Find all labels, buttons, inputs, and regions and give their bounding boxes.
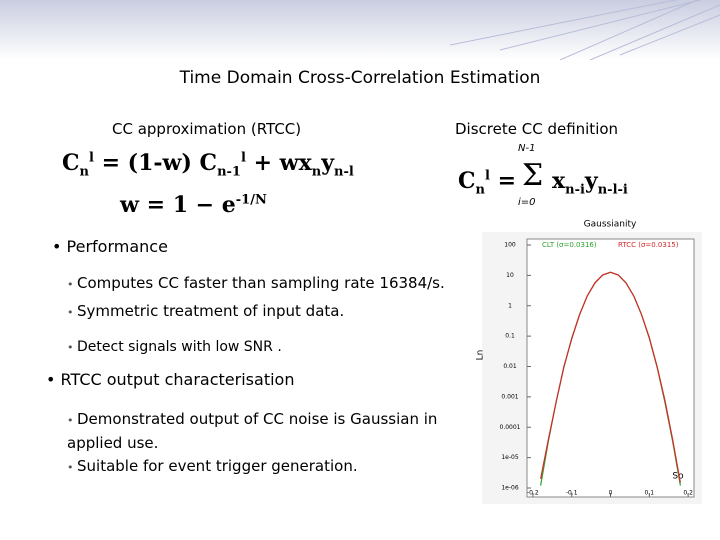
bullet-item: Computes CC faster than sampling rate 16…	[67, 270, 445, 298]
x-tick-label: 0.2	[683, 490, 693, 497]
y-tick-label: 0.0001	[500, 424, 521, 431]
formula: Cnl = (1-w) Cn-1l + wxnyn-l	[62, 150, 354, 179]
y-tick-label: 1	[508, 302, 512, 309]
sub-list: Computes CC faster than sampling rate 16…	[55, 270, 445, 361]
formula-part: n-1	[217, 164, 241, 180]
plot-frame	[526, 238, 695, 498]
bullet-item: Detect signals with low SNR .	[67, 334, 445, 361]
y-tick-label: 0.01	[503, 363, 517, 370]
sub-list: Demonstrated output of CC noise is Gauss…	[55, 408, 470, 479]
legend-entry: CLT (σ=0.0316)	[542, 241, 597, 249]
x-tick-label: 0	[609, 490, 613, 497]
formula-part: =	[497, 168, 517, 194]
y-tick-label: 0.001	[501, 393, 518, 400]
formula-part: n	[311, 164, 322, 180]
formula-part: n-i	[565, 182, 585, 198]
legend-entry: RTCC (σ=0.0315)	[618, 241, 679, 249]
plot: Gaussianity Ln So 1001010.10.010.0010.00…	[476, 220, 702, 504]
formula-part: -1/N	[235, 192, 267, 208]
bullet-text: RTCC output characterisation	[46, 370, 295, 389]
formula-part: = (1-w) C	[101, 150, 218, 176]
formula-part: C	[62, 150, 80, 176]
y-tick-label: 1e-05	[501, 454, 518, 461]
formula-part: n	[79, 164, 89, 180]
formula: xn-iyn-l-i	[552, 168, 628, 197]
formula-part: n-l	[334, 164, 354, 180]
formula-part: n	[475, 182, 485, 198]
formula: w = 1 − e-1/N	[120, 192, 267, 218]
bullet-item: Suitable for event trigger generation.	[67, 455, 470, 479]
formula-part: + wx	[253, 150, 312, 176]
bullet-text: Performance	[52, 237, 168, 256]
x-tick-label: -0.2	[527, 490, 539, 497]
header-band	[0, 0, 720, 60]
x-tick-label: 0.1	[645, 490, 655, 497]
left-heading: CC approximation (RTCC)	[112, 120, 302, 138]
formula-part: y	[321, 150, 334, 176]
y-tick-label: 100	[504, 242, 516, 249]
x-tick-label: -0.1	[566, 490, 578, 497]
formula-part: C	[458, 168, 476, 194]
plot-title: Gaussianity	[584, 220, 637, 230]
formula-part: l	[88, 150, 94, 166]
formula-part: l	[484, 168, 490, 184]
title: Time Domain Cross-Correlation Estimation	[179, 68, 541, 88]
sum-sign: Σ	[522, 158, 544, 193]
formula: Cnl =	[458, 168, 516, 197]
formula-part: l	[240, 150, 246, 166]
series-line	[540, 271, 681, 483]
formula-part: w = 1 − e	[120, 192, 236, 218]
y-tick-label: 0.1	[505, 333, 515, 340]
right-heading: Discrete CC definition	[455, 120, 619, 138]
y-tick-label: 1e-06	[501, 485, 518, 492]
formula-part: y	[584, 168, 598, 194]
bullet: Performance	[52, 237, 168, 256]
sum-lower: i=0	[518, 197, 536, 208]
sum-upper: N-1	[518, 143, 536, 154]
bullet-item: Symmetric treatment of input data.	[67, 298, 445, 326]
bullet: RTCC output characterisation	[46, 370, 295, 389]
formula-part: x	[552, 168, 566, 194]
formula-part: n-l-i	[597, 182, 628, 198]
y-axis-label: Ln	[476, 350, 486, 361]
y-tick-label: 10	[506, 272, 514, 279]
bullet-item: Demonstrated output of CC noise is Gauss…	[67, 408, 470, 455]
